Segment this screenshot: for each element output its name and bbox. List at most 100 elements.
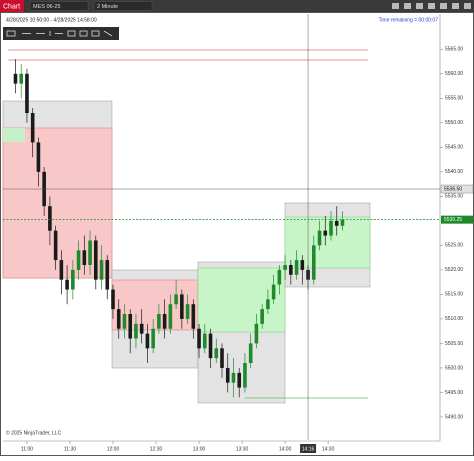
candle-body xyxy=(36,142,41,172)
tool-icon[interactable] xyxy=(103,30,113,37)
crosshair-x-tag xyxy=(300,444,317,453)
window-button[interactable] xyxy=(392,3,399,9)
candle-body xyxy=(300,260,305,270)
window-button[interactable] xyxy=(440,3,447,9)
tool-icon[interactable] xyxy=(91,30,100,37)
interval[interactable]: 2 Minute xyxy=(97,4,118,10)
zone xyxy=(2,127,113,279)
candle-body xyxy=(340,219,345,226)
candle-body xyxy=(208,333,213,359)
crosshair-x-label: 14:16 xyxy=(302,446,315,452)
candle-body xyxy=(71,269,75,290)
candle-body xyxy=(139,323,144,334)
instrument-box[interactable] xyxy=(29,1,89,11)
last-price-label: 5530.25 xyxy=(444,217,462,223)
candle-body xyxy=(76,250,81,270)
zone xyxy=(284,216,371,269)
candle-body xyxy=(283,264,287,270)
date-range: 4/28/2025 10:50:00 - 4/28/2025 14:58:00 xyxy=(6,17,97,23)
window-button[interactable] xyxy=(428,3,435,9)
candle-body xyxy=(231,372,236,383)
candle-body xyxy=(174,294,178,305)
y-tick-label: 5500.00 xyxy=(445,365,463,371)
y-tick-label: 5535.00 xyxy=(445,194,463,200)
window-buttons xyxy=(392,3,471,9)
candle-body xyxy=(145,333,150,349)
candle-body xyxy=(214,348,219,359)
x-tick-label: 12:00 xyxy=(107,446,120,452)
candle-body xyxy=(220,348,224,368)
tool-icon[interactable] xyxy=(79,30,88,37)
y-tick-label: 5490.00 xyxy=(445,414,463,420)
candle-body xyxy=(248,343,253,364)
instrument[interactable]: MES 06-25 xyxy=(33,4,61,10)
y-tick-label: 5565.00 xyxy=(445,47,463,53)
candle-body xyxy=(82,250,87,265)
x-tick-label: 13:00 xyxy=(193,446,206,452)
y-tick-label: 5540.00 xyxy=(445,169,463,175)
candle-body xyxy=(30,113,35,143)
candle-body xyxy=(48,206,52,231)
candle-body xyxy=(243,363,247,388)
candle-body xyxy=(134,323,138,339)
candle-body xyxy=(323,230,328,236)
y-tick-label: 5495.00 xyxy=(445,390,463,396)
y-tick-label: 5545.00 xyxy=(445,145,463,151)
y-tick-label: 5515.00 xyxy=(445,292,463,298)
candle-body xyxy=(88,240,92,265)
candle-body xyxy=(277,269,282,285)
y-tick-label: 5505.00 xyxy=(445,341,463,347)
candle-body xyxy=(25,73,29,114)
candle-body xyxy=(185,304,190,319)
window-button[interactable] xyxy=(416,3,423,9)
candle-body xyxy=(180,294,184,319)
candle-body xyxy=(93,240,98,280)
candle-body xyxy=(111,289,115,310)
candle-body xyxy=(334,220,339,226)
candle-body xyxy=(162,314,167,329)
candle-body xyxy=(289,264,293,275)
candle-body xyxy=(122,314,127,329)
candle-body xyxy=(197,328,201,349)
candle-body xyxy=(13,73,18,84)
window-button[interactable] xyxy=(404,3,411,9)
tab[interactable] xyxy=(0,0,24,12)
candle-body xyxy=(116,309,121,329)
crosshair-y-tag xyxy=(440,184,474,194)
y-tick-label: 5560.00 xyxy=(445,71,463,77)
x-tick-label: 14:30 xyxy=(322,446,335,452)
y-tick-label: 5520.00 xyxy=(445,267,463,273)
last-price-tag xyxy=(441,215,473,224)
x-tick-label: 12:30 xyxy=(150,446,163,452)
tool-icon[interactable] xyxy=(6,30,16,37)
candle-body xyxy=(254,323,259,344)
candle-body xyxy=(151,328,155,349)
tool-icon[interactable] xyxy=(67,30,76,37)
candle-body xyxy=(19,73,24,84)
y-tick-label: 5510.00 xyxy=(445,316,463,322)
window-button[interactable] xyxy=(464,3,471,9)
window-button[interactable] xyxy=(452,3,459,9)
candle-body xyxy=(128,314,133,339)
y-tick-label: 5525.00 xyxy=(445,243,463,249)
y-tick-label: 5555.00 xyxy=(445,96,463,102)
toolbar-icons xyxy=(6,30,113,37)
candle-body xyxy=(157,314,161,329)
x-tick-label: 11:00 xyxy=(21,446,33,452)
interval-box[interactable] xyxy=(93,1,153,11)
candle-body xyxy=(317,230,322,246)
crosshair-y-label: 5536.50 xyxy=(444,186,462,192)
candle-body xyxy=(311,245,316,280)
candle-body xyxy=(53,230,58,261)
zone xyxy=(3,128,25,142)
candle-body xyxy=(260,309,264,324)
candle-body xyxy=(329,220,333,236)
tab-label[interactable]: Chart xyxy=(3,3,20,10)
time-remaining: Time remaining = 00:00:07 xyxy=(379,17,439,23)
copyright: © 2025 NinjaTrader, LLC xyxy=(6,429,62,436)
candle-body xyxy=(168,304,173,329)
candle-body xyxy=(237,372,242,388)
candle-body xyxy=(266,299,270,310)
candle-body xyxy=(191,304,196,329)
